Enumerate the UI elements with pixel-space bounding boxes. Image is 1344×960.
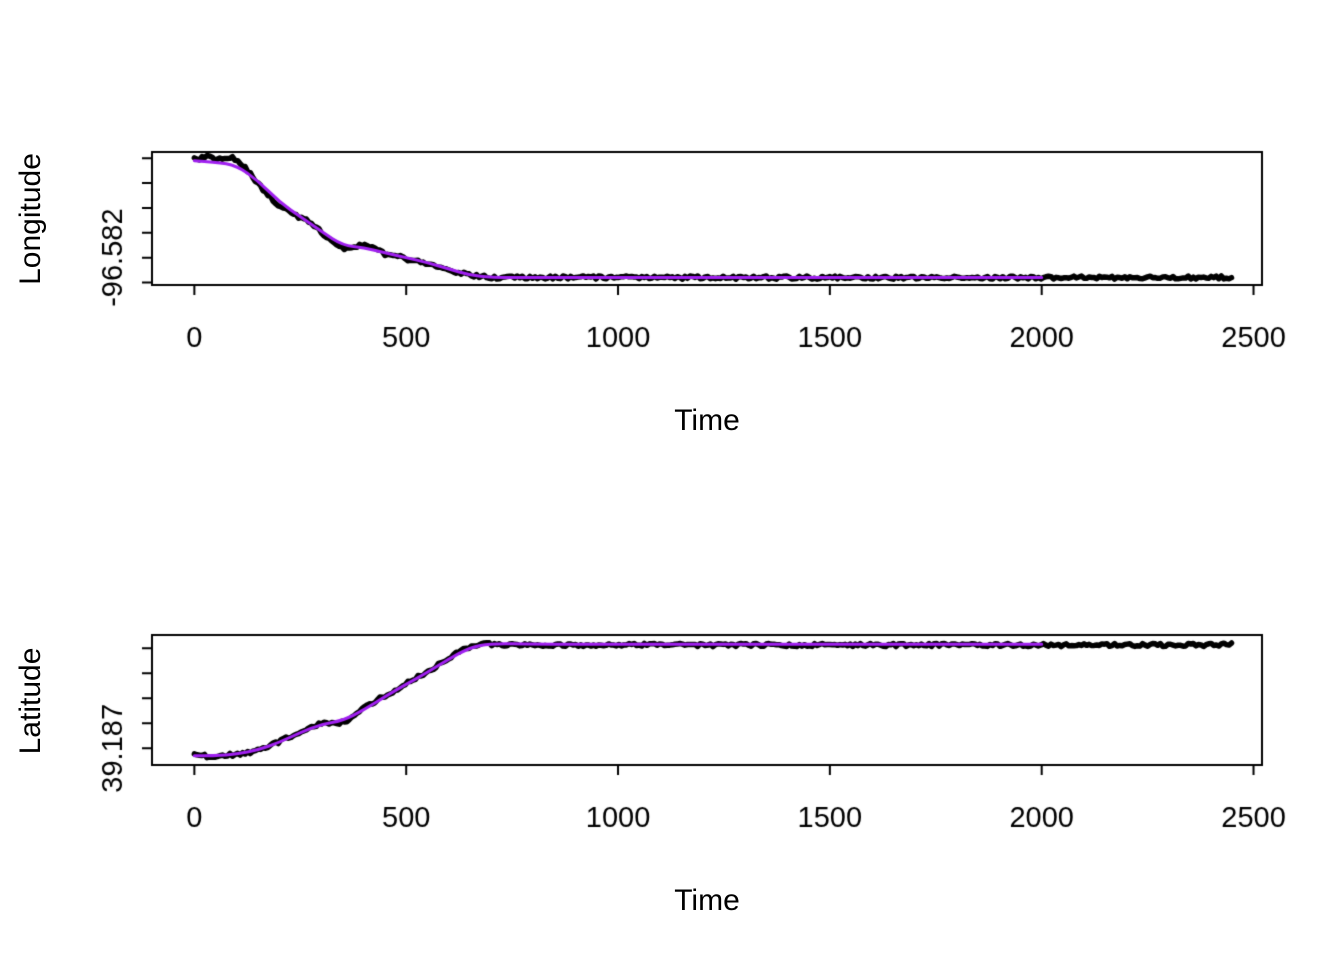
latitude-chart-canvas <box>0 480 1344 960</box>
latitude-axis-title: Latitude <box>14 647 47 755</box>
longitude-chart-canvas <box>0 0 1344 480</box>
time-axis-title-top: Time <box>674 404 740 437</box>
longitude-axis-title: Longitude <box>14 153 47 285</box>
time-axis-title-bottom: Time <box>674 884 740 917</box>
